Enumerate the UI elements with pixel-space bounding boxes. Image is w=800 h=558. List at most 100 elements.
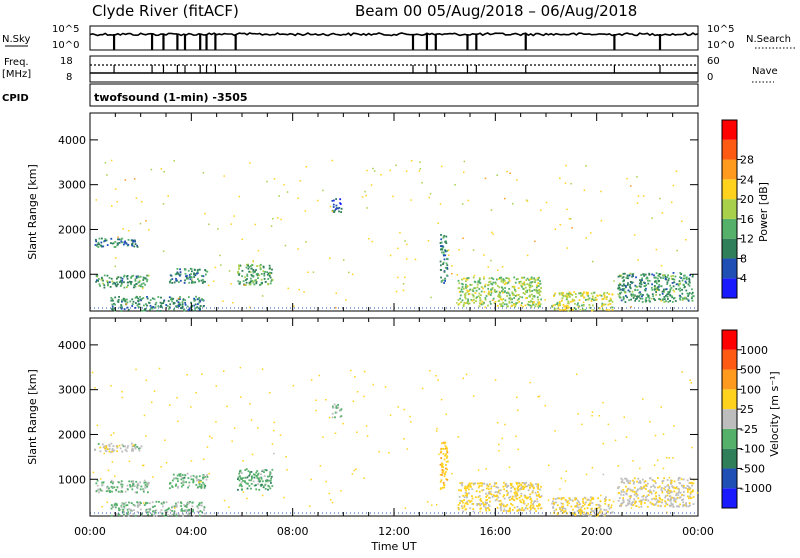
power-cbar-tick-6: 28 [740, 154, 754, 167]
power-cell-65 [138, 279, 141, 282]
power-cell-1318 [672, 278, 674, 281]
velocity-cell-298 [268, 475, 271, 478]
velocity-cell-176 [200, 484, 203, 486]
power-cell-1157 [623, 272, 626, 275]
power-cell-1194 [636, 297, 638, 300]
power-cell-110 [117, 283, 119, 286]
velocity-cell-1554 [111, 451, 113, 453]
power-cell-624 [502, 278, 505, 280]
power-cell-1284 [619, 275, 622, 278]
power-cell-1324 [671, 301, 674, 303]
power-cell-1274 [684, 296, 686, 299]
velocity-cell-1653 [498, 443, 500, 446]
power-cell-714 [481, 300, 484, 303]
velocity-cell-1068 [576, 510, 579, 512]
power-cell-762 [488, 281, 490, 283]
velocity-cell-1514 [273, 421, 275, 424]
power-cell-1290 [635, 298, 637, 300]
velocity-cell-529 [203, 509, 205, 511]
power-cell-772 [502, 298, 505, 300]
xtick-0: 00:00 [74, 525, 106, 538]
velocity-cell-528 [182, 514, 184, 517]
velocity-cell-1693 [249, 403, 251, 405]
power-cell-800 [464, 292, 467, 295]
velocity-cell-935 [566, 512, 568, 515]
power-cell-957 [581, 294, 584, 297]
velocity-cell-1253 [666, 494, 669, 497]
velocity-cell-1547 [94, 387, 96, 389]
power-cell-1617 [117, 236, 119, 238]
power-cell-1634 [500, 281, 503, 283]
power-cell-1636 [299, 180, 302, 182]
power-cell-1572 [114, 257, 117, 259]
power-cell-1614 [322, 189, 324, 192]
velocity-cell-398 [193, 515, 195, 517]
velocity-cell-484 [160, 509, 163, 511]
power-cell-1477 [525, 199, 528, 201]
velocity-cell-36 [108, 443, 111, 446]
power-cell-1492 [448, 254, 450, 256]
velocity-cell-968 [569, 499, 571, 501]
velocity-cell-716 [529, 498, 532, 501]
nsky-right-tick-bottom: 10^0 [707, 40, 734, 51]
velocity-cell-1390 [634, 502, 636, 505]
velocity-cell-1674 [378, 450, 380, 453]
power-cell-1079 [569, 295, 571, 298]
velocity-cell-1431 [444, 445, 447, 447]
power-cell-1248 [667, 274, 669, 277]
velocity-cell-786 [529, 482, 532, 485]
velocity-cell-370 [155, 509, 158, 512]
power-cell-1185 [645, 277, 648, 280]
power-cell-23 [96, 245, 98, 247]
power-cell-1089 [565, 304, 568, 307]
velocity-cell-444 [147, 513, 149, 516]
velocity-cell-1050 [594, 508, 597, 511]
velocity-cell-268 [247, 470, 250, 473]
velocity-cell-870 [513, 499, 516, 502]
power-cell-591 [466, 302, 469, 304]
velocity-cell-188 [195, 484, 198, 486]
velocity-cell-1527 [233, 427, 236, 429]
power-cell-1278 [659, 276, 662, 279]
power-cell-732 [500, 276, 503, 279]
power-cell-1177 [629, 286, 631, 288]
power-cell-614 [487, 287, 490, 290]
power-cell-180 [176, 271, 179, 274]
velocity-cell-1224 [658, 496, 661, 499]
velocity-cell-1631 [630, 507, 633, 509]
power-cell-791 [510, 305, 513, 307]
velocity-cell-1271 [668, 486, 671, 488]
velocity-cell-1528 [568, 502, 570, 505]
velocity-cell-971 [597, 513, 599, 516]
velocity-cell-207 [192, 480, 195, 483]
velocity-cell-1247 [688, 497, 690, 500]
power-cell-1344 [664, 278, 667, 280]
power-cell-1335 [620, 274, 623, 277]
power-cell-687 [488, 277, 491, 280]
velocity-cell-865 [503, 508, 506, 511]
velocity-cell-703 [520, 501, 522, 504]
power-cell-1182 [668, 277, 670, 280]
velocity-cell-301 [269, 473, 271, 476]
power-cell-793 [495, 290, 498, 293]
power-cell-321 [262, 270, 265, 273]
power-cell-1436 [440, 234, 442, 236]
power-cell-1604 [137, 285, 140, 287]
power-cell-1401 [643, 275, 646, 277]
velocity-cell-1530 [242, 491, 245, 493]
velocity-cell-418 [171, 510, 173, 512]
power-cell-777 [529, 278, 531, 281]
power-cell-910 [488, 292, 490, 295]
velocity-cell-692 [479, 499, 482, 501]
velocity-cell-127 [132, 481, 134, 484]
power-cell-1226 [618, 282, 621, 285]
power-cell-49 [94, 244, 97, 246]
velocity-cell-982 [592, 510, 595, 512]
power-cell-279 [268, 275, 271, 277]
velocity-cell-1499 [668, 476, 671, 479]
velocity-colorbar-label: Velocity [m s⁻¹] [768, 371, 781, 456]
power-cell-543 [182, 298, 185, 301]
velocity-cell-79 [134, 491, 137, 494]
velocity-cell-196 [175, 477, 177, 480]
power-cell-1015 [577, 302, 579, 305]
